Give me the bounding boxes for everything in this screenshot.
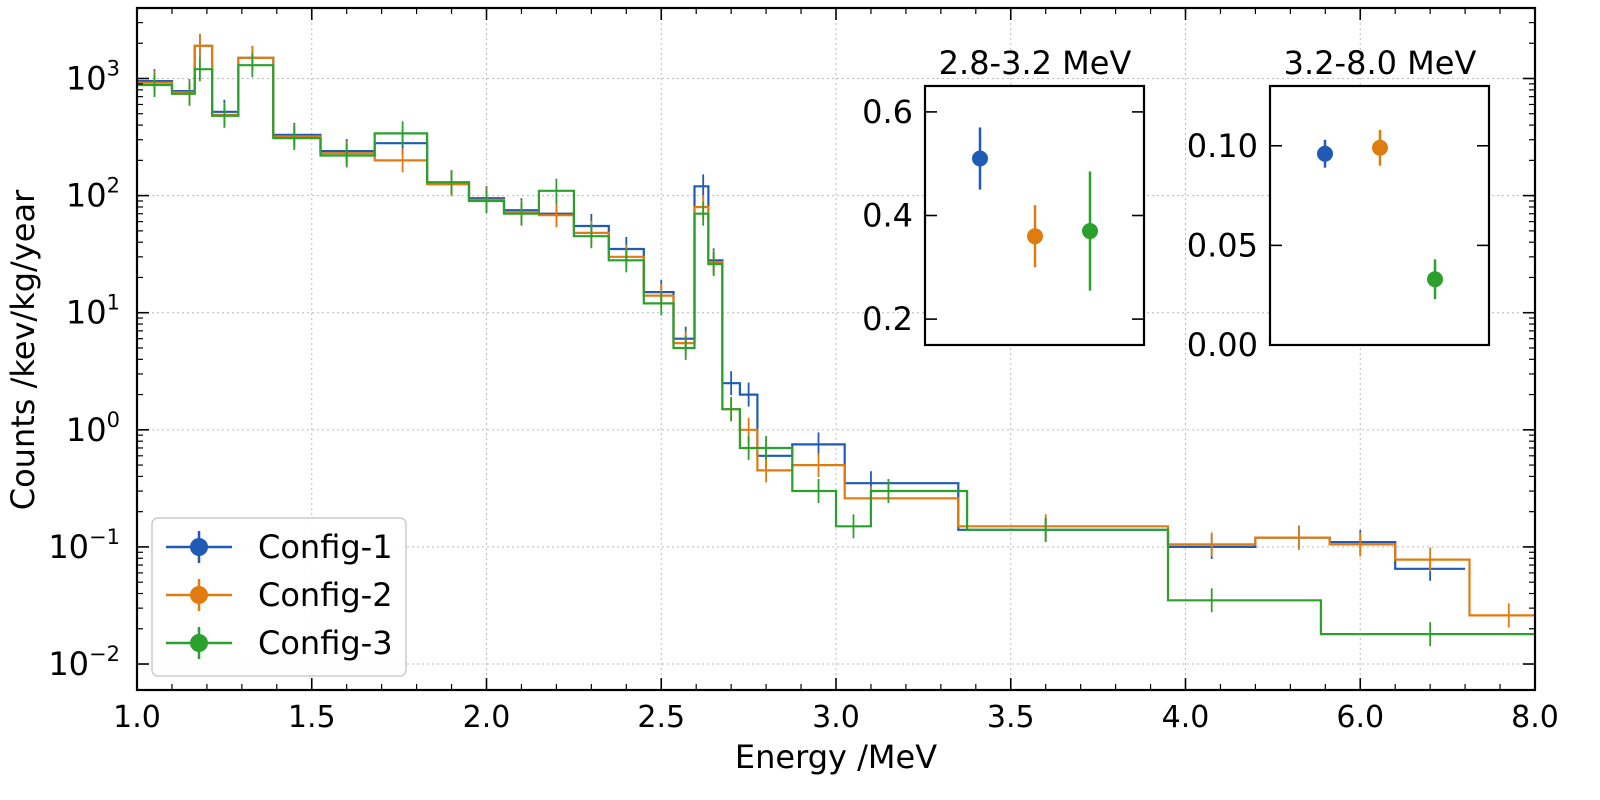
tick-layer: 1.0 1.5 2.0 2.5 3.0 3.5 4.0 6.0 8.0 103 102 101 100 1…	[48, 7, 1559, 735]
inset-y-tick-label: 0.05	[1187, 226, 1258, 264]
x-tick-label: 4.0	[1162, 700, 1210, 735]
inset-point-config-3	[1082, 223, 1098, 240]
x-tick-label: 1.5	[288, 700, 336, 735]
y-tick-label: 10−1	[48, 525, 120, 566]
x-tick-label: 2.5	[637, 700, 685, 735]
inset-point-config-2	[1027, 228, 1043, 245]
y-tick-label: 103	[66, 57, 120, 98]
legend-marker-config-1	[190, 538, 208, 556]
inset-point-config-1	[972, 150, 988, 167]
legend-marker-config-3	[190, 634, 208, 652]
y-tick-label: 100	[66, 408, 120, 449]
x-tick-label: 3.5	[987, 700, 1035, 735]
x-tick-label: 3.0	[812, 700, 860, 735]
inset2-background	[1270, 86, 1489, 345]
x-tick-label: 6.0	[1336, 700, 1384, 735]
inset-y-tick-label: 0.10	[1187, 127, 1258, 165]
inset-y-tick-label: 0.6	[862, 93, 913, 131]
y-tick-label: 10−2	[48, 642, 120, 683]
inset-frame	[923, 84, 1146, 347]
x-tick-label: 8.0	[1511, 700, 1559, 735]
inset-y-tick-label: 0.2	[862, 300, 913, 338]
legend: Config-1 Config-2 Config-3	[151, 517, 407, 677]
x-tick-label: 2.0	[463, 700, 511, 735]
legend-box	[151, 517, 407, 677]
series-line-config-3	[137, 64, 1535, 636]
inset-2.8-3.2-mev: 2.8-3.2 MeV 0.2 0.4 0.6	[862, 44, 1146, 347]
x-axis-label: Energy /MeV	[735, 738, 937, 776]
inset-frame	[1268, 84, 1491, 347]
legend-label: Config-1	[258, 528, 393, 566]
x-tick-label: 1.0	[113, 700, 161, 735]
inset2-title: 3.2-8.0 MeV	[1284, 44, 1477, 82]
main-plot: 1.0 1.5 2.0 2.5 3.0 3.5 4.0 6.0 8.0 103 102 101 100 1…	[4, 6, 1559, 776]
y-tick-label: 102	[66, 174, 120, 215]
legend-label: Config-2	[258, 576, 393, 614]
inset-y-tick-label: 0.4	[862, 197, 913, 235]
inset-point-config-2	[1372, 139, 1388, 156]
inset1-title: 2.8-3.2 MeV	[939, 44, 1132, 82]
legend-marker-config-2	[190, 586, 208, 604]
series-layer	[137, 33, 1535, 647]
inset-point-config-1	[1317, 145, 1333, 162]
inset-3.2-8.0-mev: 3.2-8.0 MeV 0.00 0.05 0.10	[1187, 44, 1491, 364]
inset-y-tick-label: 0.00	[1187, 326, 1258, 364]
legend-label: Config-3	[258, 624, 393, 662]
y-tick-label: 101	[66, 291, 120, 332]
y-axis-label: Counts /kev/kg/year	[4, 189, 42, 510]
inset-point-config-3	[1427, 271, 1443, 288]
